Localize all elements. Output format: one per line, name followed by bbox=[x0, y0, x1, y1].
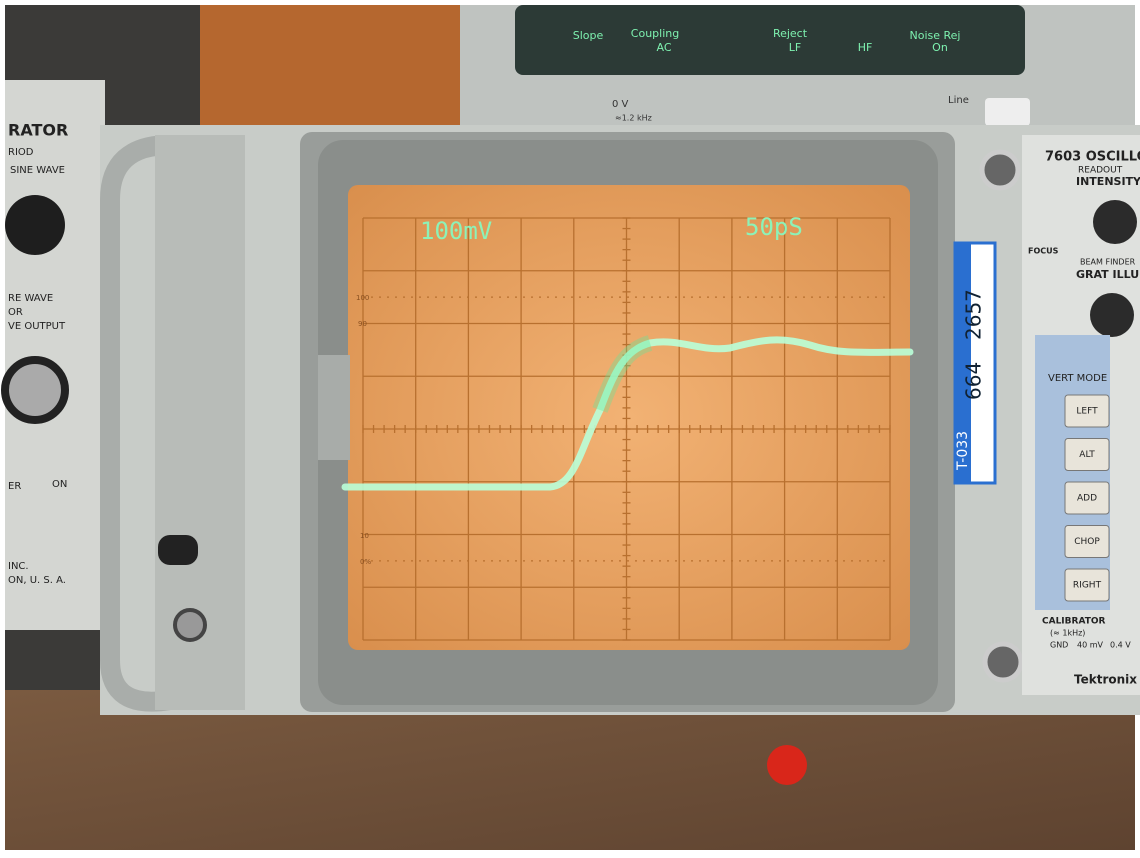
label: ON bbox=[52, 479, 67, 490]
graticule-label: 10 bbox=[360, 532, 369, 540]
photo: Slope Coupling AC Reject LF HF Noise Rej… bbox=[0, 0, 1140, 854]
knob bbox=[1093, 200, 1137, 244]
label: Reject bbox=[773, 27, 808, 40]
button-label: RIGHT bbox=[1073, 581, 1102, 591]
label: ER bbox=[8, 481, 21, 492]
button-label: ALT bbox=[1079, 450, 1095, 460]
label: 40 mV bbox=[1077, 641, 1104, 650]
label: RIOD bbox=[8, 147, 34, 158]
graticule-label: 100 bbox=[356, 294, 369, 302]
label: Line bbox=[948, 95, 969, 106]
label: 0.4 V bbox=[1110, 641, 1131, 650]
label: LF bbox=[789, 41, 801, 54]
label: INC. bbox=[8, 561, 29, 572]
volts-readout: 100mV bbox=[420, 217, 492, 245]
label: GND bbox=[1050, 641, 1068, 650]
wall bbox=[200, 5, 470, 130]
label: INTENSITY bbox=[1076, 175, 1140, 188]
brand: Tektronix bbox=[1074, 673, 1137, 687]
button-label: CHOP bbox=[1074, 537, 1100, 547]
label: SINE WAVE bbox=[10, 165, 65, 176]
button-label: LEFT bbox=[1076, 407, 1098, 417]
model: 7603 OSCILLOS bbox=[1045, 150, 1140, 165]
label: RE WAVE bbox=[8, 293, 53, 304]
screw bbox=[982, 152, 1018, 188]
label: ON, U. S. A. bbox=[8, 575, 66, 586]
time-readout: 50pS bbox=[745, 213, 803, 241]
label: Slope bbox=[573, 29, 604, 42]
label: BEAM FINDER bbox=[1080, 258, 1136, 267]
knob bbox=[5, 195, 65, 255]
knob bbox=[1090, 293, 1134, 337]
crt-screen bbox=[348, 185, 910, 650]
label: (≈ 1kHz) bbox=[1050, 629, 1085, 638]
button-label: ADD bbox=[1077, 494, 1097, 504]
label: GRAT ILLUM bbox=[1076, 268, 1140, 281]
label: VE OUTPUT bbox=[8, 321, 66, 332]
label: 0 V bbox=[612, 99, 629, 110]
sticker-number: 2657 bbox=[962, 289, 986, 340]
label: AC bbox=[656, 41, 671, 54]
label: RATOR bbox=[8, 121, 68, 140]
graticule-label: 90 bbox=[358, 320, 367, 328]
latch bbox=[318, 355, 350, 460]
line-switch bbox=[985, 98, 1030, 126]
label: VERT MODE bbox=[1048, 373, 1107, 384]
label: HF bbox=[858, 41, 873, 54]
sticker-number: 664 bbox=[962, 362, 986, 400]
red-knob bbox=[767, 745, 807, 785]
generator-panel bbox=[5, 80, 105, 630]
jack bbox=[175, 610, 205, 640]
label: On bbox=[932, 41, 948, 54]
label: FOCUS bbox=[1028, 247, 1059, 256]
label: ≈1.2 kHz bbox=[615, 114, 652, 123]
label: OR bbox=[8, 307, 23, 318]
connector bbox=[5, 360, 65, 420]
screw bbox=[985, 644, 1021, 680]
label: CALIBRATOR bbox=[1042, 617, 1106, 627]
sticker-prefix: T-033 bbox=[955, 431, 971, 471]
label: READOUT bbox=[1078, 166, 1123, 176]
label: Coupling bbox=[631, 27, 679, 40]
page: Slope Coupling AC Reject LF HF Noise Rej… bbox=[0, 0, 1140, 854]
hole bbox=[158, 535, 198, 565]
graticule-label: 0% bbox=[360, 558, 371, 566]
